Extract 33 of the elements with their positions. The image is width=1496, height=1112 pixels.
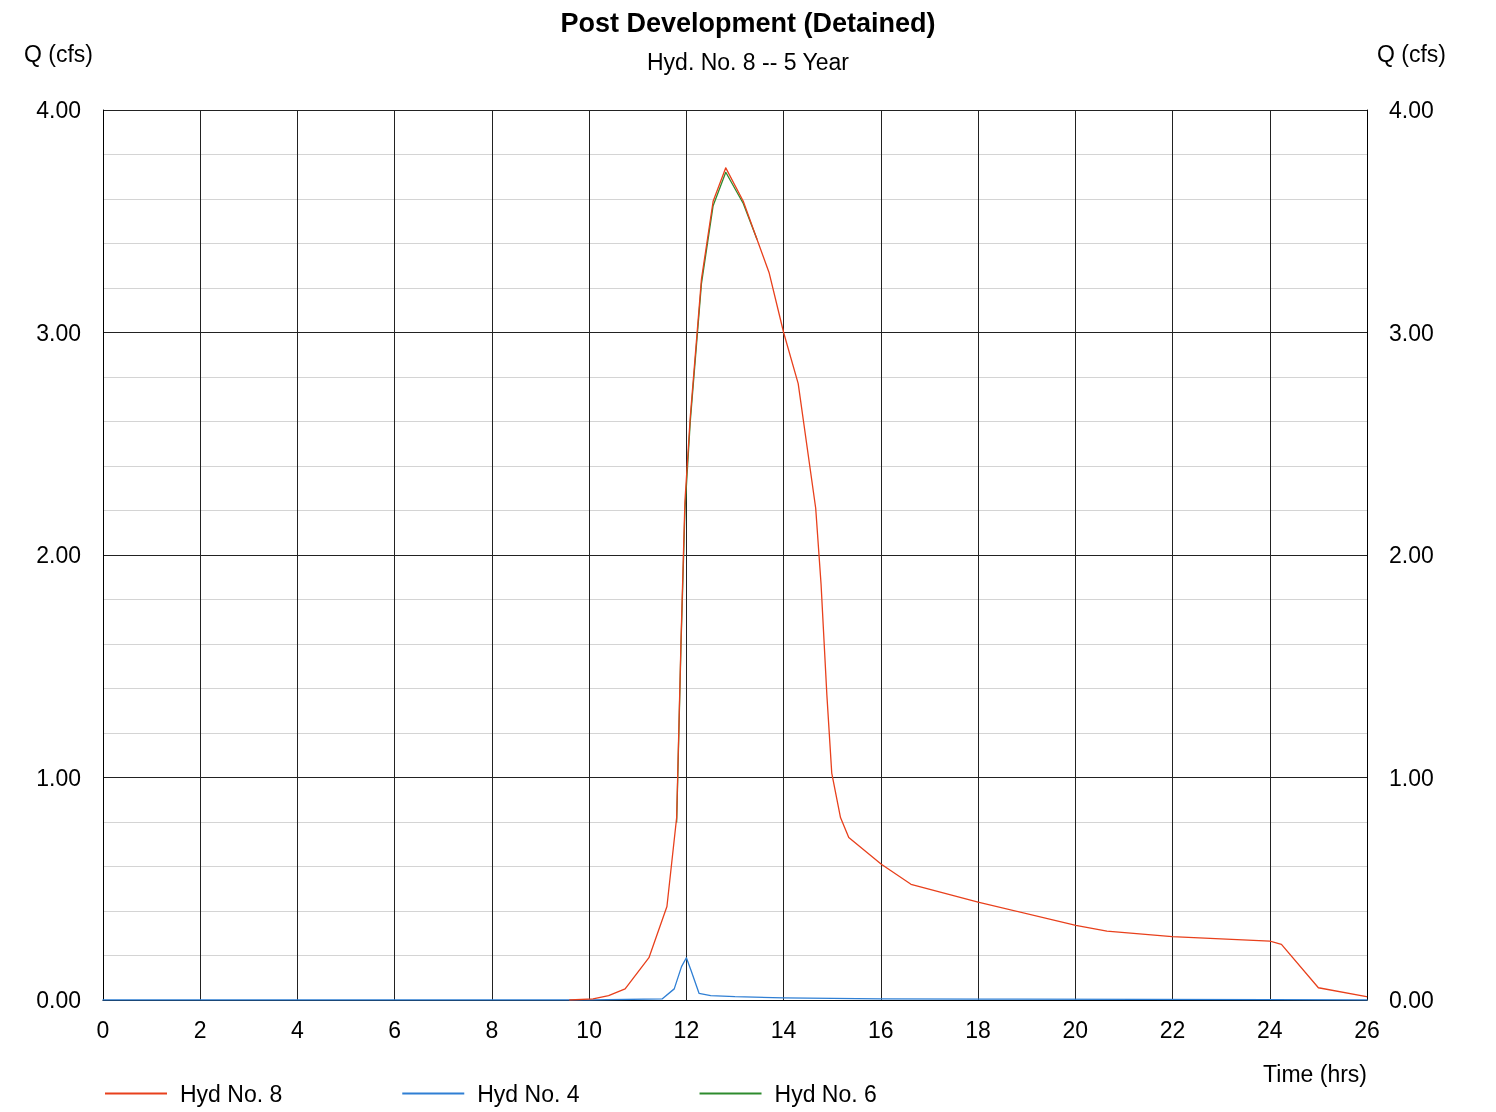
chart-subtitle: Hyd. No. 8 -- 5 Year (647, 48, 850, 75)
y2-tick-label: 2.00 (1389, 542, 1434, 568)
y-tick-label: 3.00 (36, 319, 81, 346)
legend-label: Hyd No. 4 (477, 1080, 580, 1107)
x-tick-label: 10 (576, 1016, 602, 1043)
chart-title: Post Development (Detained) (560, 7, 936, 38)
x-tick-label: 26 (1354, 1016, 1380, 1043)
x-tick-label: 16 (868, 1016, 894, 1043)
y-tick-label: 2.00 (36, 542, 81, 568)
legend-label: Hyd No. 6 (774, 1080, 877, 1107)
y2-axis-title: Q (cfs) (1377, 40, 1446, 67)
y2-tick-label: 4.00 (1389, 97, 1434, 123)
x-tick-label: 6 (388, 1016, 402, 1043)
x-tick-label: 22 (1159, 1016, 1186, 1043)
x-tick-label: 20 (1062, 1016, 1089, 1043)
y-tick-label: 0.00 (36, 987, 81, 1013)
x-tick-label: 14 (770, 1016, 797, 1043)
y2-tick-label: 0.00 (1389, 987, 1434, 1013)
y-tick-label: 4.00 (36, 97, 81, 123)
x-tick-label: 18 (965, 1016, 991, 1043)
x-tick-label: 8 (485, 1016, 499, 1043)
y-tick-label: 1.00 (36, 764, 81, 791)
legend-label: Hyd No. 8 (180, 1080, 283, 1107)
x-tick-label: 0 (96, 1016, 110, 1043)
y-axis-title: Q (cfs) (24, 40, 93, 67)
x-tick-label: 2 (193, 1016, 207, 1043)
line-series (569, 167, 1368, 1001)
x-tick-label: 4 (291, 1016, 305, 1043)
y2-tick-label: 3.00 (1389, 319, 1434, 346)
x-tick-label: 12 (673, 1016, 700, 1043)
x-tick-label: 24 (1256, 1016, 1283, 1043)
x-axis-title: Time (hrs) (1263, 1060, 1367, 1087)
y2-tick-label: 1.00 (1389, 764, 1434, 791)
